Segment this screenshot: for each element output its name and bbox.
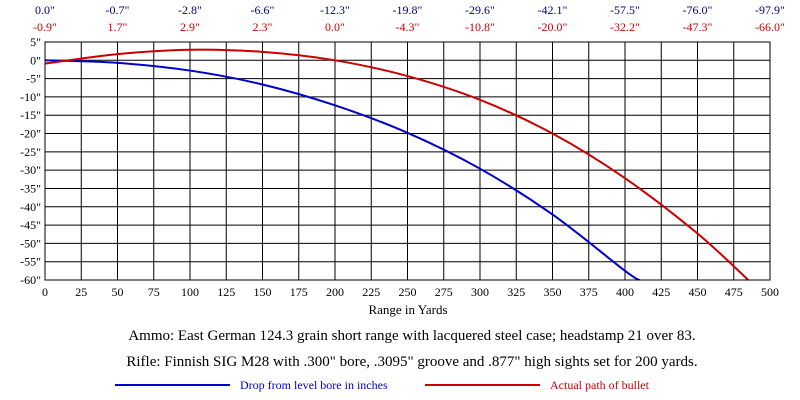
x-tick-label: 450 bbox=[689, 285, 707, 299]
x-tick-label: 0 bbox=[42, 285, 48, 299]
top-drop-label: -2.8" bbox=[178, 3, 202, 17]
y-tick-label: 0" bbox=[30, 53, 41, 67]
top-path-label: -10.8" bbox=[465, 20, 495, 34]
y-tick-label: -45" bbox=[20, 218, 41, 232]
top-path-label: -0.9" bbox=[33, 20, 57, 34]
top-path-label: -32.2" bbox=[610, 20, 640, 34]
y-tick-label: -5" bbox=[26, 72, 41, 86]
legend: Drop from level bore in inches Actual pa… bbox=[115, 378, 650, 392]
top-path-label: -47.3" bbox=[683, 20, 713, 34]
rifle-note: Rifle: Finnish SIG M28 with .300" bore, … bbox=[126, 354, 697, 370]
top-drop-label: -0.7" bbox=[106, 3, 130, 17]
top-drop-label: -97.9" bbox=[755, 3, 785, 17]
top-drop-label: -6.6" bbox=[251, 3, 275, 17]
top-path-label: 2.9" bbox=[180, 20, 200, 34]
top-path-label: 0.0" bbox=[325, 20, 345, 34]
x-tick-label: 100 bbox=[181, 285, 199, 299]
top-drop-label: -29.6" bbox=[465, 3, 495, 17]
y-tick-label: -15" bbox=[20, 108, 41, 122]
legend-label-path: Actual path of bullet bbox=[550, 378, 650, 392]
x-tick-label: 500 bbox=[761, 285, 779, 299]
x-tick-label: 250 bbox=[399, 285, 417, 299]
x-tick-label: 325 bbox=[507, 285, 525, 299]
y-tick-labels: 5" 0" -5" -10" -15" -20" -25" -30" -35" -40" -45" -… bbox=[20, 35, 41, 287]
y-tick-label: -10" bbox=[20, 90, 41, 104]
x-tick-label: 25 bbox=[75, 285, 87, 299]
x-tick-label: 425 bbox=[652, 285, 670, 299]
top-path-label: 2.3" bbox=[253, 20, 273, 34]
x-tick-label: 75 bbox=[148, 285, 160, 299]
y-tick-label: 5" bbox=[30, 35, 41, 49]
y-tick-label: -35" bbox=[20, 181, 41, 195]
y-tick-label: -55" bbox=[20, 255, 41, 269]
top-path-label: 1.7" bbox=[108, 20, 128, 34]
legend-label-drop: Drop from level bore in inches bbox=[240, 378, 388, 392]
x-tick-label: 300 bbox=[471, 285, 489, 299]
top-path-label: -20.0" bbox=[538, 20, 568, 34]
ammo-note: Ammo: East German 124.3 grain short rang… bbox=[128, 328, 695, 344]
x-tick-label: 175 bbox=[290, 285, 308, 299]
top-drop-label: -57.5" bbox=[610, 3, 640, 17]
y-tick-label: -20" bbox=[20, 127, 41, 141]
bullet-path-series-line bbox=[44, 48, 749, 281]
y-tick-label: -30" bbox=[20, 163, 41, 177]
y-tick-label: -50" bbox=[20, 236, 41, 250]
x-tick-label: 350 bbox=[544, 285, 562, 299]
y-tick-label: -40" bbox=[20, 200, 41, 214]
top-value-labels: 0.0" -0.7" -2.8" -6.6" -12.3" -19.8" -29.6" -42… bbox=[33, 3, 785, 34]
y-tick-label: -25" bbox=[20, 145, 41, 159]
x-tick-label: 125 bbox=[217, 285, 235, 299]
top-drop-label: -12.3" bbox=[320, 3, 350, 17]
top-path-label: -66.0" bbox=[755, 20, 785, 34]
x-tick-labels: 0 25 50 75 100 125 150 175 200 225 250 275 300 325 350… bbox=[42, 285, 779, 299]
x-tick-label: 400 bbox=[616, 285, 634, 299]
x-tick-label: 200 bbox=[326, 285, 344, 299]
top-drop-label: -76.0" bbox=[683, 3, 713, 17]
x-tick-label: 475 bbox=[725, 285, 743, 299]
x-tick-label: 275 bbox=[435, 285, 453, 299]
x-tick-label: 225 bbox=[362, 285, 380, 299]
x-tick-label: 150 bbox=[254, 285, 272, 299]
x-axis-label: Range in Yards bbox=[368, 302, 447, 317]
series-lines bbox=[44, 48, 749, 281]
x-tick-label: 375 bbox=[580, 285, 598, 299]
top-path-label: -4.3" bbox=[396, 20, 420, 34]
top-drop-label: -19.8" bbox=[393, 3, 423, 17]
y-tick-label: -60" bbox=[20, 273, 41, 287]
x-tick-label: 50 bbox=[112, 285, 124, 299]
top-drop-label: -42.1" bbox=[538, 3, 568, 17]
grid bbox=[44, 41, 771, 281]
plot-frame bbox=[44, 41, 771, 281]
top-drop-label: 0.0" bbox=[35, 3, 55, 17]
drop-series-line bbox=[44, 59, 641, 281]
